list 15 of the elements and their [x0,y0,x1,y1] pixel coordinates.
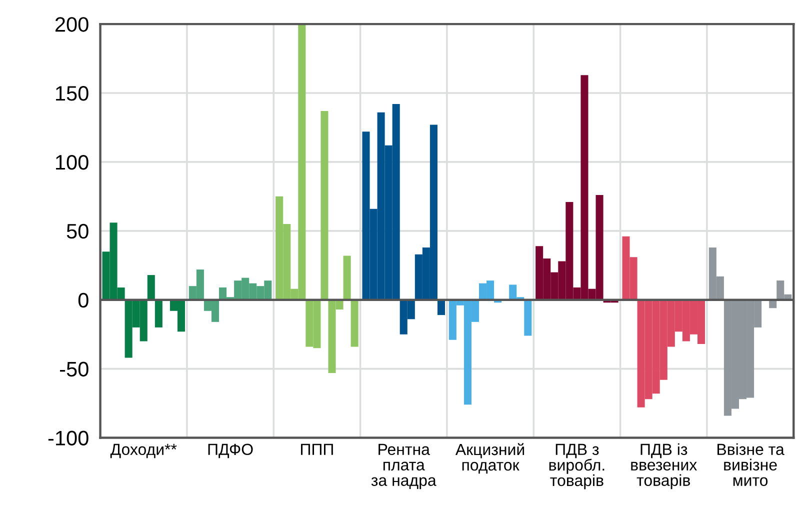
y-tick-label: -50 [60,362,88,377]
x-tick-label: Рентна плата за надра [371,444,436,490]
y-tick-label: 50 [66,224,88,239]
x-tick-label: ПДВ із ввезених товарів [631,443,697,490]
x-tick-label: Доходи** [110,444,177,458]
y-tick-label: 100 [56,154,88,170]
y-tick-label: 0 [78,292,88,308]
x-tick-label: Ввізне та вивізне мито [718,443,784,486]
y-tick-label: 150 [56,86,88,101]
y-tick-label: -100 [48,430,88,446]
y-tick-label: 200 [55,17,88,32]
x-tick-label: ПДВ з виробл. товарів [549,444,604,490]
x-tick-label: Акцизний податок [455,443,524,474]
x-tick-label: ПДФО [208,444,253,458]
x-tick-label: ППП [301,444,333,455]
